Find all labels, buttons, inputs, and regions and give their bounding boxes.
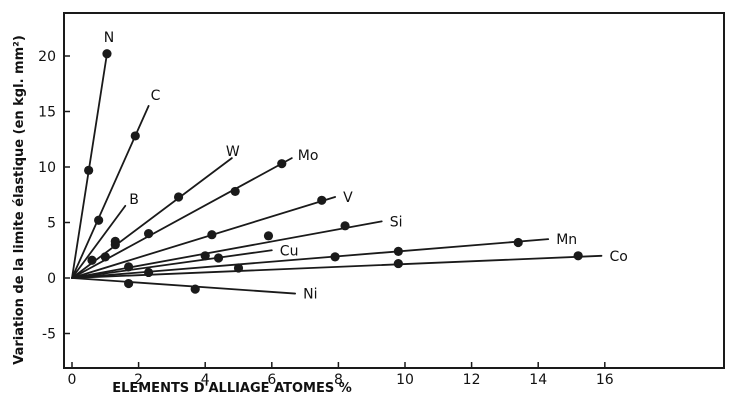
series-line-b	[71, 204, 127, 279]
data-point-c	[94, 215, 104, 225]
series-label-b: B	[129, 192, 139, 208]
data-point-mn	[330, 252, 340, 262]
series-line-co	[71, 254, 603, 279]
x-tick-label: 6	[267, 372, 276, 388]
series-label-mo: Mo	[298, 148, 319, 164]
data-point-cu	[200, 251, 210, 261]
series-line-v	[71, 196, 336, 279]
series-v: V	[71, 190, 353, 279]
series-label-ni: Ni	[303, 287, 317, 303]
data-point-co	[573, 251, 583, 261]
series-label-mn: Mn	[556, 232, 577, 248]
data-point-mn	[393, 246, 403, 256]
series-line-mn	[71, 238, 550, 279]
x-tick-label: 12	[463, 372, 481, 388]
series-line-si	[71, 220, 383, 279]
data-point-mo	[277, 159, 287, 169]
y-tick-label: 5	[47, 216, 56, 232]
series-label-v: V	[343, 190, 353, 206]
data-point-ni	[190, 284, 200, 294]
data-point-v	[207, 230, 217, 240]
x-tick-label: 16	[596, 372, 614, 388]
data-point-cu	[213, 253, 224, 263]
data-point-mo	[100, 252, 110, 262]
data-point-mn	[513, 237, 523, 248]
data-point-b	[87, 255, 97, 265]
plot-frame	[63, 12, 725, 369]
data-point-c	[130, 131, 140, 141]
series-label-si: Si	[390, 214, 403, 230]
y-tick-label: 20	[38, 49, 56, 65]
data-point-co	[393, 258, 403, 269]
series-label-cu: Cu	[280, 243, 299, 259]
data-point-mo	[230, 186, 240, 197]
series-label-n: N	[104, 30, 114, 46]
data-point-ni	[124, 278, 134, 289]
x-axis-title: ELEMENTS D'ALLIAGE ATOMES %	[112, 381, 352, 396]
series-si: Si	[71, 214, 403, 279]
series-mo: Mo	[71, 148, 319, 279]
y-tick-label: 0	[47, 271, 56, 287]
data-point-n	[102, 49, 112, 59]
series-w: W	[71, 144, 240, 279]
data-point-v	[317, 195, 327, 205]
series-label-w: W	[226, 144, 240, 160]
y-tick-label: 10	[38, 160, 56, 176]
data-point-w	[173, 192, 184, 202]
series-line-w	[71, 157, 233, 279]
series-line-ni	[71, 277, 297, 295]
series-cu: Cu	[71, 243, 299, 279]
data-point-co	[233, 263, 244, 273]
data-point-n	[84, 165, 94, 175]
series-ni: Ni	[71, 277, 317, 303]
x-tick-label: 0	[68, 372, 77, 388]
series-n: N	[71, 30, 114, 279]
x-tick-label: 8	[334, 372, 343, 388]
series-co: Co	[71, 249, 628, 279]
series-label-c: C	[151, 88, 161, 104]
y-axis-title: Variation de la limite élastique (en kgl…	[12, 35, 27, 365]
x-tick-label: 4	[201, 372, 210, 388]
x-tick-label: 10	[396, 372, 414, 388]
series-line-cu	[71, 249, 273, 279]
series-label-co: Co	[609, 249, 627, 265]
y-tick-label: 15	[38, 105, 56, 121]
x-tick-label: 14	[529, 372, 547, 388]
data-point-co	[143, 267, 154, 278]
y-tick-label: -5	[42, 327, 56, 343]
x-tick-label: 2	[134, 372, 143, 388]
series-c: C	[71, 88, 161, 279]
data-point-si	[263, 231, 274, 241]
data-point-w	[110, 240, 120, 250]
data-point-si	[340, 221, 350, 231]
